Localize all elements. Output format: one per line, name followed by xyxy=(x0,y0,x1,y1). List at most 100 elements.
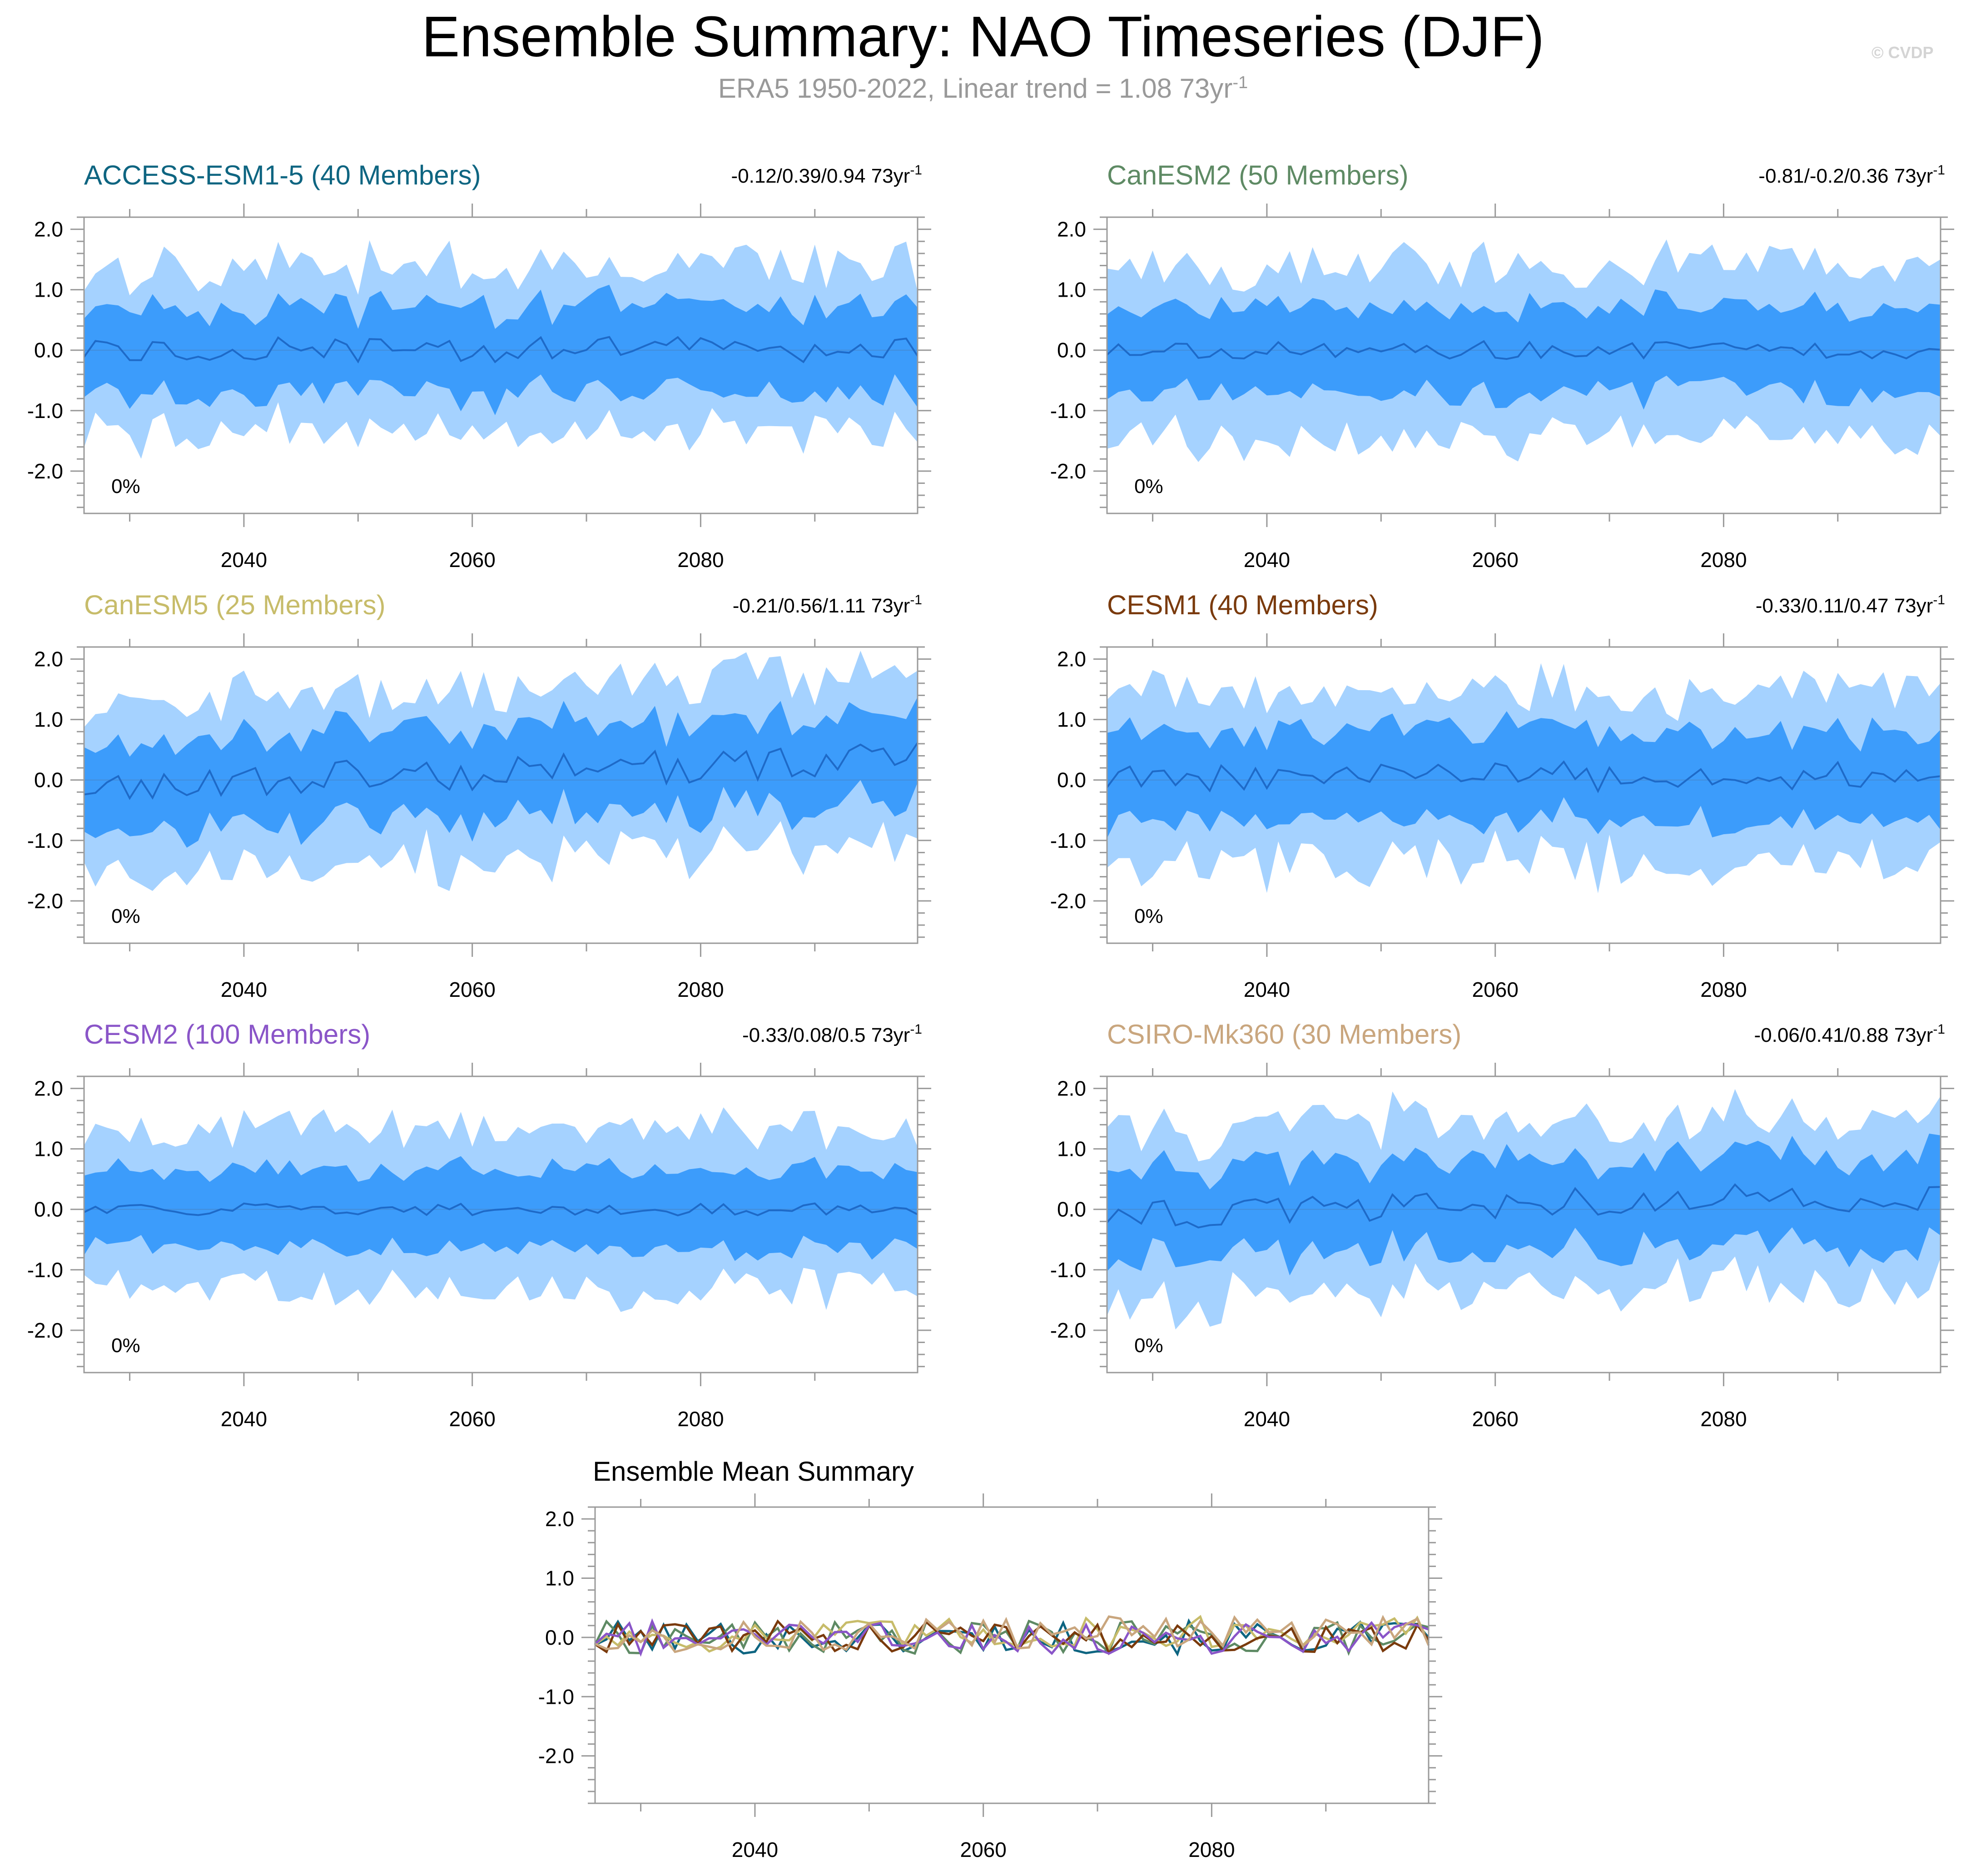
panel-title: CSIRO-Mk360 (30 Members) xyxy=(1107,1019,1461,1050)
y-tick-label: -1.0 xyxy=(27,829,63,852)
subtitle-superscript: -1 xyxy=(1232,73,1248,92)
y-tick-label: 2.0 xyxy=(1057,1077,1086,1100)
panel-title: CESM1 (40 Members) xyxy=(1107,590,1378,620)
trend-range-superscript: -1 xyxy=(1933,592,1945,607)
series-line-cesm1 xyxy=(594,1619,1430,1656)
y-tick-label: -2.0 xyxy=(1050,889,1086,913)
plot-frame xyxy=(594,1506,1430,1804)
y-tick-label: 2.0 xyxy=(34,1077,63,1100)
x-tick-label: 2060 xyxy=(449,978,495,1001)
ensemble-median-line xyxy=(1106,1183,1941,1229)
x-tick-label: 2060 xyxy=(1472,978,1518,1001)
percent-label: 0% xyxy=(111,475,140,498)
y-tick-label: -1.0 xyxy=(538,1685,574,1708)
y-tick-label: -2.0 xyxy=(27,889,63,913)
series-line-csiro-mk360 xyxy=(594,1615,1430,1653)
y-tick-label: -2.0 xyxy=(1050,459,1086,483)
chart-panel-6: 2.0 1.0 0.0 -1.0 -2.0 2040 2060 2080 CSIRO-Mk360… xyxy=(1050,1019,1954,1431)
y-tick-label: 0.0 xyxy=(1057,768,1086,792)
plot-frame xyxy=(1106,216,1941,514)
y-tick-label: 2.0 xyxy=(1057,647,1086,671)
y-tick-label: 0.0 xyxy=(1057,338,1086,362)
panel-title: Ensemble Mean Summary xyxy=(593,1456,914,1487)
y-tick-label: -2.0 xyxy=(1050,1319,1086,1342)
trend-range-superscript: -1 xyxy=(1933,1022,1945,1037)
trend-range-value: -0.33/0.08/0.5 73yr xyxy=(742,1024,910,1046)
x-tick-label: 2060 xyxy=(449,548,495,572)
panel-title: ACCESS-ESM1-5 (40 Members) xyxy=(84,160,481,190)
trend-range: -0.33/0.11/0.47 73yr-1 xyxy=(1756,592,1945,617)
trend-range-superscript: -1 xyxy=(910,163,922,178)
x-tick-label: 2040 xyxy=(732,1838,778,1861)
y-tick-label: -1.0 xyxy=(1050,1258,1086,1282)
series-line-cesm2 xyxy=(594,1618,1429,1657)
x-tick-label: 2080 xyxy=(1700,1407,1747,1431)
y-tick-label: 0.0 xyxy=(34,768,63,792)
trend-range-value: -0.21/0.56/1.11 73yr xyxy=(733,595,910,617)
y-tick-label: -2.0 xyxy=(538,1744,574,1768)
y-tick-label: 2.0 xyxy=(34,218,63,241)
ensemble-median-line xyxy=(83,336,918,363)
ensemble-median-line xyxy=(1106,760,1941,793)
x-tick-label: 2080 xyxy=(1700,548,1747,572)
chart-panel-7: 2.0 1.0 0.0 -1.0 -2.0 2040 2060 2080 Ensemble Me… xyxy=(538,1456,1442,1861)
panel-title: CESM2 (100 Members) xyxy=(84,1019,370,1050)
inner-percentile-band xyxy=(1107,1134,1941,1276)
figure-title: Ensemble Summary: NAO Timeseries (DJF) xyxy=(422,5,1544,69)
y-tick-label: 1.0 xyxy=(1057,1137,1086,1161)
x-tick-label: 2080 xyxy=(1188,1838,1235,1861)
y-tick-label: -1.0 xyxy=(27,1258,63,1282)
trend-range-value: -0.81/-0.2/0.36 73yr xyxy=(1758,165,1933,187)
ensemble-median-line xyxy=(84,1202,918,1217)
chart-panel-3: 2.0 1.0 0.0 -1.0 -2.0 2040 2060 2080 CanESM5 (25… xyxy=(27,590,931,1001)
percent-label: 0% xyxy=(111,1334,140,1357)
subtitle-text: ERA5 1950-2022, Linear trend = 1.08 73yr xyxy=(718,73,1233,104)
inner-percentile-band xyxy=(84,697,918,848)
trend-range-value: -0.33/0.11/0.47 73yr xyxy=(1756,595,1933,617)
trend-range: -0.21/0.56/1.11 73yr-1 xyxy=(733,592,922,617)
y-tick-label: 0.0 xyxy=(34,338,63,362)
x-tick-label: 2040 xyxy=(221,978,267,1001)
y-tick-label: 1.0 xyxy=(34,708,63,731)
panel-title: CanESM2 (50 Members) xyxy=(1107,160,1409,190)
plot-frame xyxy=(1106,1075,1941,1373)
ensemble-median-line xyxy=(84,742,918,800)
ensemble-median-line xyxy=(1106,340,1941,360)
x-tick-label: 2060 xyxy=(1472,1407,1518,1431)
trend-range-value: -0.06/0.41/0.88 73yr xyxy=(1754,1024,1933,1046)
x-tick-label: 2080 xyxy=(677,978,724,1001)
y-tick-label: 1.0 xyxy=(34,278,63,302)
plot-frame xyxy=(83,1075,918,1373)
panel-title: CanESM5 (25 Members) xyxy=(84,590,386,620)
trend-range-value: -0.12/0.39/0.94 73yr xyxy=(731,165,910,187)
chart-panel-4: 2.0 1.0 0.0 -1.0 -2.0 2040 2060 2080 CESM1 (40 M… xyxy=(1050,590,1954,1001)
x-tick-label: 2080 xyxy=(677,1407,724,1431)
y-tick-label: 1.0 xyxy=(1057,708,1086,731)
y-tick-label: -1.0 xyxy=(1050,399,1086,423)
x-tick-label: 2040 xyxy=(221,1407,267,1431)
inner-percentile-band xyxy=(1107,711,1941,839)
y-tick-label: -2.0 xyxy=(27,459,63,483)
x-tick-label: 2060 xyxy=(1472,548,1518,572)
chart-panel-2: 2.0 1.0 0.0 -1.0 -2.0 2040 2060 2080 CanESM2 (50… xyxy=(1050,160,1954,572)
y-tick-label: -1.0 xyxy=(1050,829,1086,852)
trend-range-superscript: -1 xyxy=(910,592,922,607)
trend-range-superscript: -1 xyxy=(1933,163,1945,178)
x-tick-label: 2060 xyxy=(960,1838,1006,1861)
chart-panel-5: 2.0 1.0 0.0 -1.0 -2.0 2040 2060 2080 CESM2 (100 … xyxy=(27,1019,931,1431)
y-tick-label: 0.0 xyxy=(34,1198,63,1221)
y-tick-label: 0.0 xyxy=(545,1626,574,1649)
plot-frame xyxy=(1106,646,1941,944)
plot-frame xyxy=(83,216,918,514)
figure-subtitle: ERA5 1950-2022, Linear trend = 1.08 73yr… xyxy=(0,73,1966,104)
trend-range: -0.33/0.08/0.5 73yr-1 xyxy=(742,1022,922,1046)
x-tick-label: 2040 xyxy=(1244,978,1290,1001)
x-tick-label: 2040 xyxy=(221,548,267,572)
percent-label: 0% xyxy=(1134,1334,1163,1357)
y-tick-label: 2.0 xyxy=(34,647,63,671)
y-tick-label: 2.0 xyxy=(545,1507,574,1531)
trend-range-superscript: -1 xyxy=(910,1022,922,1037)
trend-range: -0.12/0.39/0.94 73yr-1 xyxy=(731,163,922,187)
x-tick-label: 2040 xyxy=(1244,1407,1290,1431)
